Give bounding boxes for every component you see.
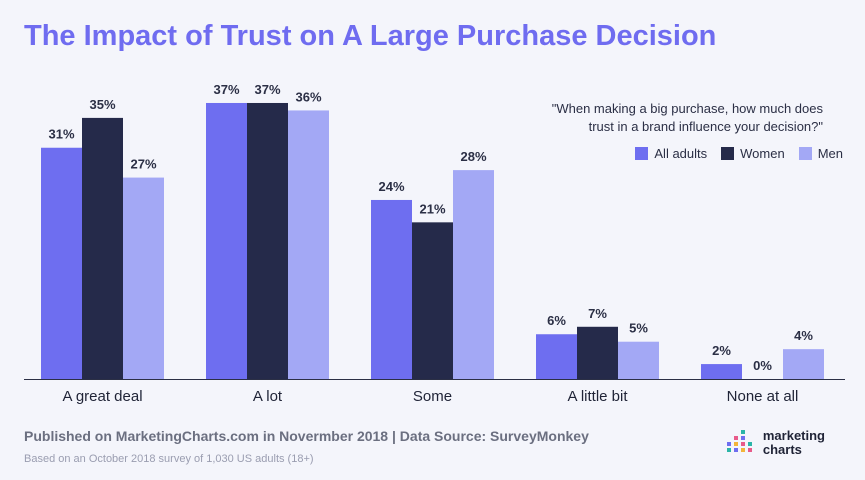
question-line-2: trust in a brand influence your decision… [588,119,823,134]
data-label-a-great-deal-all-adults: 31% [48,127,74,142]
bar-some-women [412,222,453,379]
logo-line-2: charts [762,442,802,457]
bar-a-little-bit-men [618,341,659,379]
bar-some-men [453,170,494,379]
category-label-a-lot: A lot [253,388,283,405]
legend-label-men: Men [817,146,843,161]
category-label-some: Some [413,388,452,405]
data-label-a-great-deal-women: 35% [89,97,115,112]
data-label-a-lot-all-adults: 37% [213,82,239,97]
data-label-a-great-deal-men: 27% [130,157,156,172]
data-label-none-at-all-men: 4% [794,328,813,343]
bar-chart: 31% 35% 27% A great deal 37% 37% 36% A lot 24% 21… [24,82,845,405]
bar-a-great-deal-all-adults [41,147,82,379]
category-label-none-at-all: None at all [727,388,799,405]
data-label-none-at-all-all-adults: 2% [712,343,731,358]
labels-group: 31% 35% 27% A great deal 37% 37% 36% A lot 24% 21… [48,82,813,405]
bar-a-great-deal-women [82,117,123,380]
survey-question: "When making a big purchase, how much do… [463,100,823,136]
bar-none-at-all-all-adults [701,364,742,379]
data-label-a-little-bit-women: 7% [588,306,607,321]
bar-some-all-adults [371,199,412,379]
bar-a-little-bit-all-adults [536,334,577,379]
data-label-some-women: 21% [419,201,445,216]
bars-group [41,102,824,380]
legend-swatch-all-adults [635,147,649,160]
footer-note: Based on an October 2018 survey of 1,030… [24,453,314,465]
bar-a-lot-all-adults [206,102,247,379]
legend-swatch-women [721,147,735,160]
bar-a-great-deal-men [123,177,164,379]
legend-label-all-adults: All adults [654,146,708,161]
legend-label-women: Women [740,146,785,161]
data-label-a-lot-men: 36% [295,89,321,104]
data-label-some-men: 28% [460,149,486,164]
bar-a-lot-men [288,110,329,379]
legend-item-all-adults: All adults [635,146,707,161]
legend-item-women: Women [721,146,785,161]
legend-swatch-men [798,147,812,160]
data-label-a-little-bit-all-adults: 6% [547,313,566,328]
logo-text: marketing charts [763,429,825,457]
logo-mark-icon [726,430,752,452]
data-label-a-little-bit-men: 5% [629,321,648,336]
legend-item-men: Men [798,146,843,161]
marketing-charts-logo: marketing charts [725,428,825,458]
bar-none-at-all-men [783,349,824,379]
data-label-some-all-adults: 24% [378,179,404,194]
footer-source: Published on MarketingCharts.com in Nove… [24,428,589,444]
legend: All adults Women Men [635,146,843,161]
bar-a-little-bit-women [577,326,618,379]
category-label-a-great-deal: A great deal [62,388,142,405]
logo-line-1: marketing [762,428,825,443]
question-line-1: "When making a big purchase, how much do… [551,101,823,116]
data-label-none-at-all-women: 0% [753,358,772,373]
data-label-a-lot-women: 37% [254,82,280,97]
category-label-a-little-bit: A little bit [567,388,628,405]
chart-title: The Impact of Trust on A Large Purchase … [24,20,717,52]
bar-a-lot-women [247,102,288,379]
